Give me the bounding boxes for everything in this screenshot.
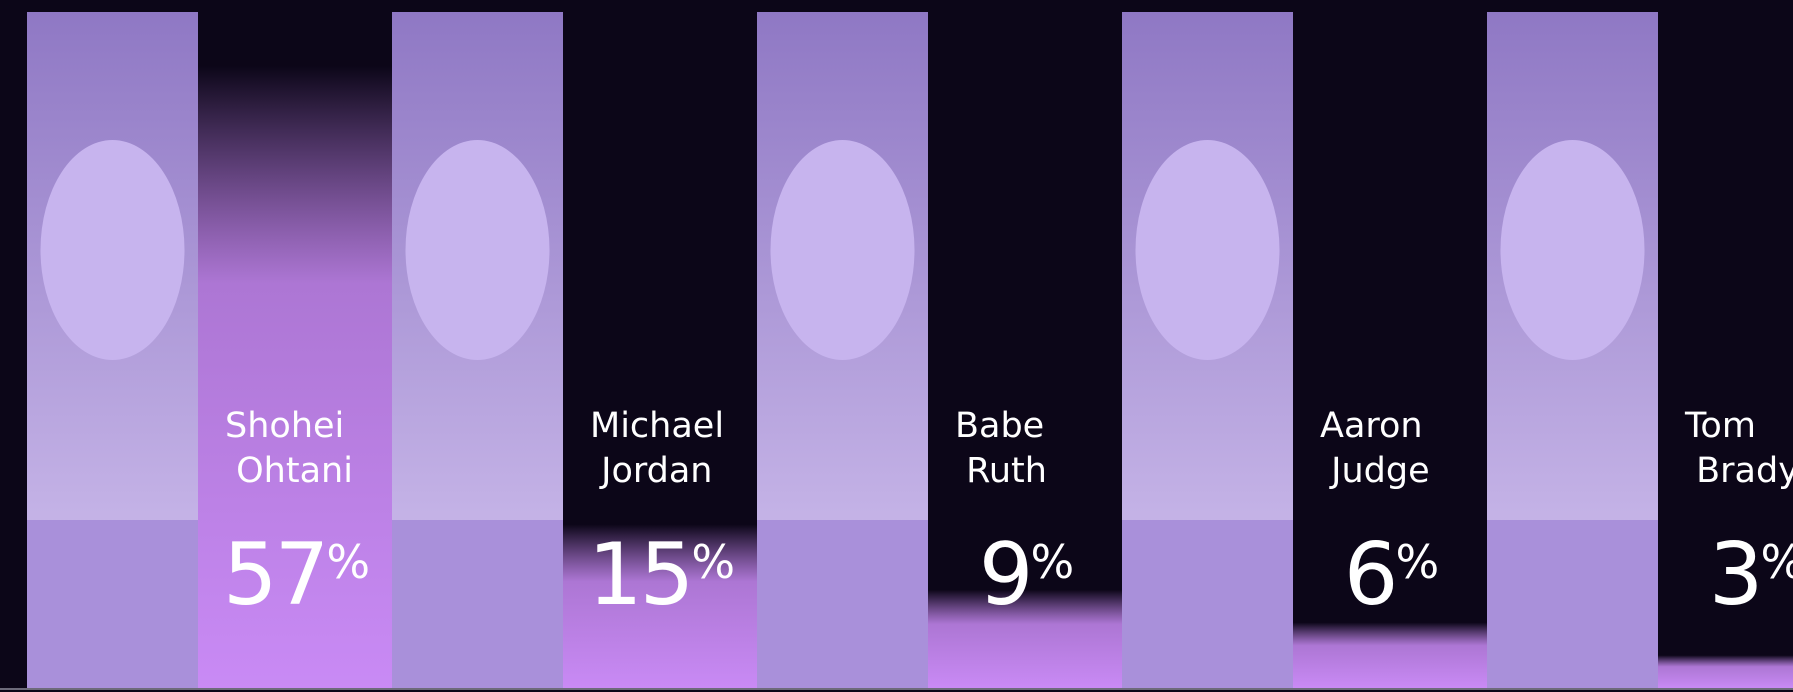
athlete-photo — [757, 12, 928, 688]
value-number: 9 — [979, 525, 1031, 625]
athlete-photo — [27, 12, 198, 688]
head — [405, 140, 550, 360]
shoulders — [392, 520, 563, 688]
value-number: 15 — [588, 525, 691, 625]
athlete-name: Tom Brady — [1684, 406, 1793, 491]
value-label: 15% — [588, 525, 733, 625]
athlete-name: Babe Ruth — [955, 406, 1047, 491]
athlete-photo — [1487, 12, 1658, 688]
value-number: 57 — [223, 525, 326, 625]
bar — [198, 66, 392, 688]
name-line: Ruth — [955, 451, 1047, 491]
shoulders — [1487, 520, 1658, 688]
shoulders — [27, 520, 198, 688]
bar — [928, 589, 1122, 688]
shoulders — [757, 520, 928, 688]
value-unit: % — [1761, 535, 1793, 589]
name-line: Shohei — [225, 406, 344, 446]
shoulders — [1122, 520, 1293, 688]
athlete-photo — [1122, 12, 1293, 688]
value-label: 3% — [1709, 525, 1793, 625]
value-label: 6% — [1344, 525, 1438, 625]
value-unit: % — [691, 535, 733, 589]
value-unit: % — [326, 535, 368, 589]
name-line: Brady — [1685, 451, 1793, 491]
head — [1135, 140, 1280, 360]
value-label: 57% — [223, 525, 368, 625]
head — [40, 140, 185, 360]
head — [770, 140, 915, 360]
bar — [563, 524, 757, 688]
name-line: Babe — [955, 406, 1044, 446]
name-line: Aaron — [1320, 406, 1423, 446]
head — [1500, 140, 1645, 360]
bar — [1293, 622, 1487, 688]
columns: Shohei Ohtani 57% Michael Jordan 15% Babe Ru… — [27, 12, 1793, 688]
athlete-photo — [392, 12, 563, 688]
value-number: 3 — [1709, 525, 1761, 625]
value-unit: % — [1031, 535, 1073, 589]
value-unit: % — [1396, 535, 1438, 589]
athlete-name: Michael Jordan — [590, 406, 724, 491]
value-label: 9% — [979, 525, 1073, 625]
value-number: 6 — [1344, 525, 1396, 625]
athlete-name: Shohei Ohtani — [225, 406, 353, 491]
name-line: Judge — [1320, 451, 1430, 491]
athlete-name: Aaron Judge — [1320, 406, 1430, 491]
name-line: Tom — [1684, 406, 1756, 446]
name-line: Michael — [590, 406, 724, 446]
name-line: Ohtani — [225, 451, 353, 491]
name-line: Jordan — [590, 451, 712, 491]
bar — [1658, 655, 1793, 688]
